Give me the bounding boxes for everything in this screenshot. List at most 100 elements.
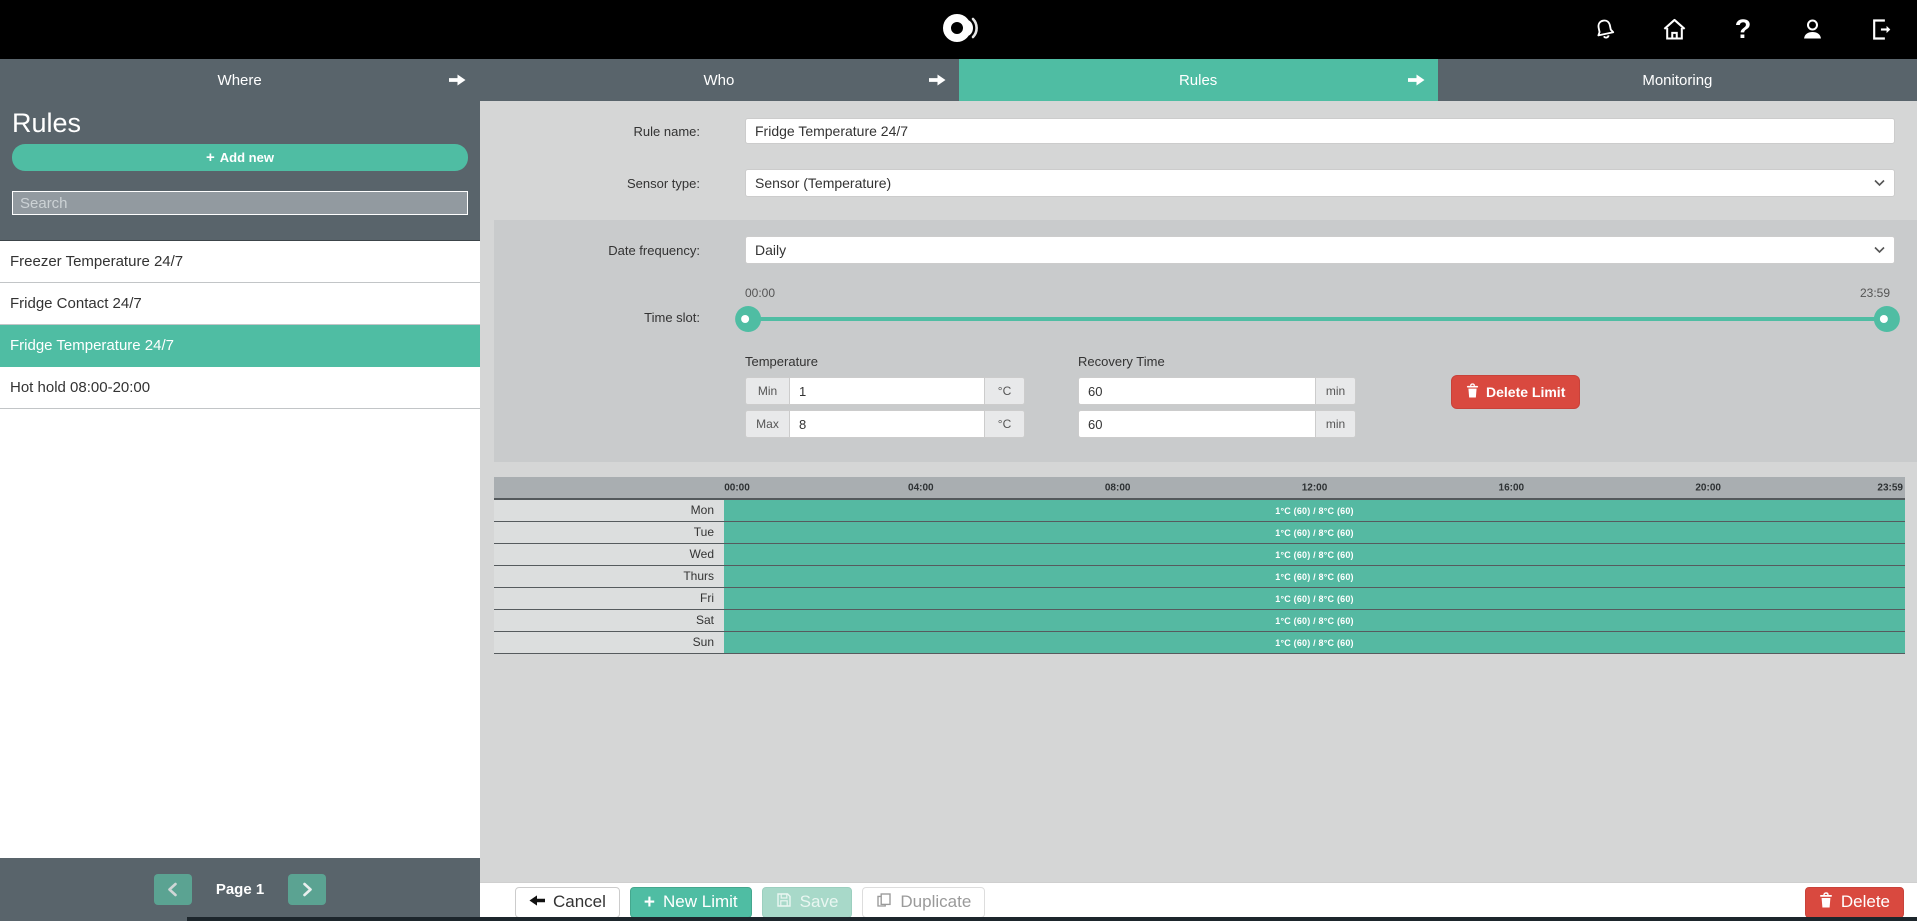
notifications-icon[interactable]	[1591, 16, 1619, 44]
rule-list-item[interactable]: Hot hold 08:00-20:00	[0, 367, 480, 409]
date-frequency-value: Daily	[755, 242, 787, 258]
min-recovery-input[interactable]	[1078, 377, 1316, 405]
plus-icon: +	[643, 891, 656, 913]
trash-icon	[1819, 891, 1833, 913]
delete-button[interactable]: Delete	[1804, 886, 1904, 918]
duplicate-label: Duplicate	[900, 892, 972, 911]
day-label: Sun	[494, 632, 724, 653]
min-label: Min	[745, 377, 789, 405]
time-slot-slider: 00:00 23:59	[735, 286, 1900, 334]
recovery-time-group: Recovery Time min min	[1078, 354, 1356, 443]
slider-track	[745, 317, 1890, 321]
search-input[interactable]	[12, 191, 468, 215]
sensor-type-row: Sensor type: Sensor (Temperature)	[480, 169, 1917, 197]
add-new-button[interactable]: + Add new	[12, 144, 468, 171]
add-new-label: Add new	[219, 150, 274, 165]
schedule-row-sun: Sun 1°C (60) / 8°C (60)	[494, 632, 1905, 654]
max-label: Max	[745, 410, 789, 438]
time-slot-row: Time slot: 00:00 23:59	[494, 286, 1917, 334]
nav-tab-who[interactable]: Who	[479, 59, 958, 101]
schedule-row-thurs: Thurs 1°C (60) / 8°C (60)	[494, 566, 1905, 588]
schedule-limit-bar[interactable]: 1°C (60) / 8°C (60)	[724, 566, 1905, 587]
min-temperature-group: Min °C	[745, 377, 1025, 405]
max-recovery-group: min	[1078, 410, 1356, 438]
nav-tab-label: Rules	[1178, 71, 1218, 89]
rule-list-item-selected[interactable]: Fridge Temperature 24/7	[0, 325, 480, 367]
wizard-nav: Where Who Rules Monitoring	[0, 59, 1917, 101]
min-recovery-group: min	[1078, 377, 1356, 405]
chevron-down-icon	[1874, 246, 1885, 254]
schedule-row-tue: Tue 1°C (60) / 8°C (60)	[494, 522, 1905, 544]
logout-icon[interactable]	[1867, 16, 1895, 44]
minutes-unit: min	[1316, 410, 1356, 438]
max-recovery-input[interactable]	[1078, 410, 1316, 438]
rule-list-item[interactable]: Freezer Temperature 24/7	[0, 241, 480, 283]
schedule-limit-bar[interactable]: 1°C (60) / 8°C (60)	[724, 632, 1905, 653]
time-header: 04:00	[908, 482, 934, 493]
day-label: Wed	[494, 544, 724, 565]
save-button[interactable]: Save	[761, 886, 853, 918]
nav-tab-monitoring[interactable]: Monitoring	[1438, 59, 1917, 101]
schedule-limit-bar[interactable]: 1°C (60) / 8°C (60)	[724, 610, 1905, 631]
schedule-row-mon: Mon 1°C (60) / 8°C (60)	[494, 500, 1905, 522]
max-temperature-input[interactable]	[789, 410, 985, 438]
schedule-limit-bar[interactable]: 1°C (60) / 8°C (60)	[724, 500, 1905, 521]
cancel-button[interactable]: Cancel	[515, 886, 620, 918]
home-icon[interactable]	[1660, 16, 1688, 44]
slider-handle-end[interactable]	[1873, 306, 1900, 332]
top-bar: ?	[0, 0, 1917, 59]
previous-page-button[interactable]	[153, 874, 192, 905]
nav-tab-label: Monitoring	[1642, 71, 1713, 89]
nav-tab-label: Where	[217, 71, 262, 89]
delete-limit-button[interactable]: Delete Limit	[1451, 375, 1581, 409]
schedule-row-fri: Fri 1°C (60) / 8°C (60)	[494, 588, 1905, 610]
min-temperature-input[interactable]	[789, 377, 985, 405]
time-header: 00:00	[724, 482, 750, 493]
duplicate-button[interactable]: Duplicate	[862, 886, 986, 918]
rule-name-input[interactable]	[745, 118, 1895, 144]
day-label: Thurs	[494, 566, 724, 587]
date-frequency-row: Date frequency: Daily	[494, 236, 1917, 264]
arrow-right-icon	[928, 74, 946, 87]
new-limit-label: New Limit	[663, 892, 738, 911]
slider-handle-start[interactable]	[735, 306, 762, 332]
day-label: Fri	[494, 588, 724, 609]
delete-limit-label: Delete Limit	[1486, 384, 1566, 400]
schedule-limit-bar[interactable]: 1°C (60) / 8°C (60)	[724, 544, 1905, 565]
help-icon[interactable]: ?	[1729, 16, 1757, 44]
rule-list-item[interactable]: Fridge Contact 24/7	[0, 283, 480, 325]
save-icon	[776, 892, 792, 913]
time-header: 12:00	[1301, 482, 1328, 493]
new-limit-button[interactable]: + New Limit	[629, 886, 752, 918]
sensor-type-value: Sensor (Temperature)	[755, 175, 892, 191]
sensor-type-label: Sensor type:	[627, 175, 700, 191]
duplicate-icon	[876, 892, 892, 913]
next-page-button[interactable]	[288, 874, 327, 905]
arrow-right-icon	[449, 74, 466, 87]
limit-panel: Date frequency: Daily Time slot: 00:00	[494, 220, 1917, 462]
schedule-limit-bar[interactable]: 1°C (60) / 8°C (60)	[724, 588, 1905, 609]
schedule-row-sat: Sat 1°C (60) / 8°C (60)	[494, 610, 1905, 632]
slot-start-time: 00:00	[745, 286, 776, 300]
account-icon[interactable]	[1798, 16, 1826, 44]
content-area: Rules + Add new Freezer Temperature 24/7…	[0, 101, 1917, 921]
app-logo	[939, 7, 979, 52]
time-header: 20:00	[1695, 482, 1721, 493]
date-frequency-label: Date frequency:	[608, 242, 700, 258]
date-frequency-select[interactable]: Daily	[745, 236, 1895, 264]
trash-icon	[1466, 383, 1479, 401]
limit-settings-row: Temperature Min °C Max °C R	[494, 354, 1917, 443]
action-bar: Cancel + New Limit Save	[480, 882, 1917, 921]
day-label: Mon	[494, 500, 724, 521]
sensor-type-select[interactable]: Sensor (Temperature)	[745, 169, 1895, 197]
nav-tab-where[interactable]: Where	[0, 59, 479, 101]
recovery-time-heading: Recovery Time	[1078, 354, 1165, 369]
nav-tab-label: Who	[703, 71, 735, 89]
sidebar-pagination: Page 1	[0, 858, 480, 921]
minutes-unit: min	[1316, 377, 1356, 405]
cancel-label: Cancel	[553, 892, 606, 911]
schedule-limit-bar[interactable]: 1°C (60) / 8°C (60)	[724, 522, 1905, 543]
page-indicator: Page 1	[215, 881, 265, 898]
nav-tab-rules[interactable]: Rules	[958, 59, 1438, 101]
